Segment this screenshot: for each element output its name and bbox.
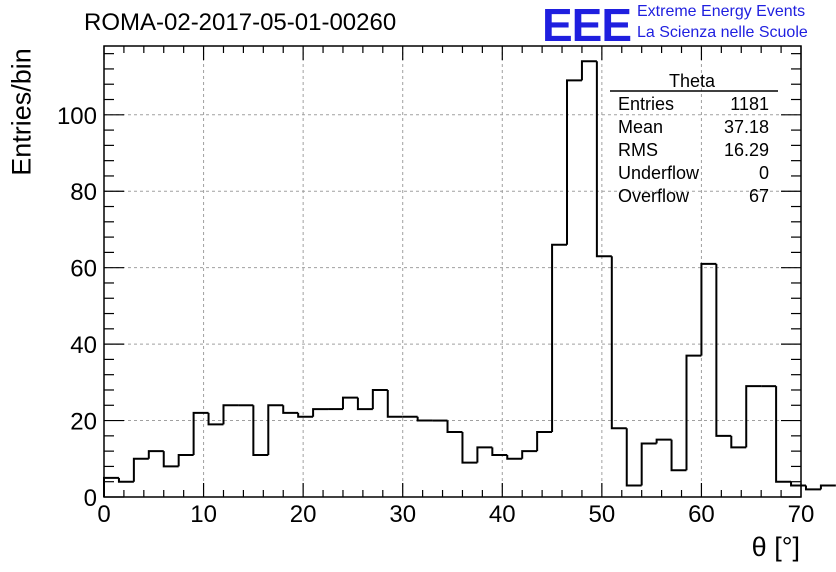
histogram-bin (700, 262, 717, 356)
histogram-bin (371, 388, 388, 410)
stats-value: 16.29 (724, 140, 769, 160)
histogram-bin (819, 484, 836, 490)
histogram-bin (476, 446, 493, 463)
histogram-bin (147, 450, 164, 459)
histogram-bin (521, 450, 538, 459)
logo-subtitle-line2: La Scienza nelle Scuole (637, 24, 808, 41)
stats-value: 0 (759, 163, 769, 183)
histogram-bin (715, 263, 732, 437)
histogram-bin (222, 404, 239, 425)
histogram-bin (446, 420, 463, 434)
histogram-bin (192, 411, 209, 455)
histogram-bin (117, 477, 134, 483)
histogram-bin (536, 431, 553, 452)
y-tick-label: 100 (57, 103, 97, 130)
histogram-bin (177, 453, 194, 467)
histogram-bin (610, 256, 627, 430)
histogram-bin (252, 405, 269, 456)
histogram-bin (207, 412, 224, 426)
histogram-bin (595, 61, 612, 258)
chart-title: ROMA-02-2017-05-01-00260 (84, 9, 397, 36)
x-tick-label: 40 (489, 501, 516, 528)
histogram-bin (625, 428, 642, 487)
histogram-bin (356, 397, 373, 411)
stats-label: Entries (618, 94, 674, 114)
histogram-bin (551, 243, 568, 433)
histogram-bin (640, 442, 657, 486)
x-tick-label: 20 (290, 501, 317, 528)
histogram-bin (162, 451, 179, 468)
stats-title: Theta (669, 71, 716, 91)
histogram-bin (132, 457, 149, 482)
y-tick-label: 40 (70, 332, 97, 359)
y-tick-label: 60 (70, 256, 97, 283)
histogram-bin (267, 404, 284, 455)
x-tick-label: 30 (389, 501, 416, 528)
histogram-bin (341, 396, 358, 410)
histogram-bin (655, 438, 672, 444)
x-tick-label: 10 (190, 501, 217, 528)
stats-value: 67 (749, 186, 769, 206)
histogram-bin (416, 416, 433, 422)
histogram-bin (297, 412, 314, 418)
stats-label: RMS (618, 140, 658, 160)
histogram-bin (685, 354, 702, 471)
histogram-bin (312, 408, 329, 417)
histogram-bin (730, 435, 747, 449)
histogram-bin (103, 476, 119, 497)
stats-label: Overflow (618, 186, 690, 206)
y-tick-label: 0 (84, 485, 97, 512)
histogram-bin (282, 405, 299, 414)
histogram-bin (566, 79, 582, 245)
y-tick-label: 80 (70, 179, 97, 206)
stats-label: Mean (618, 117, 663, 137)
x-axis-label: θ [°] (751, 532, 800, 562)
y-tick-label: 20 (70, 409, 97, 436)
histogram-bin (775, 386, 792, 483)
logo-subtitle-line1: Extreme Energy Events (637, 3, 806, 20)
histogram-bin (804, 485, 821, 491)
x-tick-label: 0 (97, 501, 110, 528)
histogram-bin (580, 60, 597, 81)
stats-value: 1181 (730, 94, 769, 114)
eee-logo: EEE (542, 0, 632, 51)
histogram-bin (506, 454, 523, 460)
stats-label: Underflow (618, 163, 700, 183)
histogram-bin (491, 447, 508, 456)
stats-value: 37.18 (724, 117, 769, 137)
x-tick-label: 60 (688, 501, 715, 528)
plot-frame (103, 45, 802, 498)
x-tick-label: 50 (589, 501, 616, 528)
x-tick-label: 70 (788, 501, 815, 528)
histogram-bin (670, 439, 687, 472)
histogram-bin (386, 389, 403, 418)
histogram-bin (461, 432, 478, 464)
histogram-bin (745, 385, 762, 448)
